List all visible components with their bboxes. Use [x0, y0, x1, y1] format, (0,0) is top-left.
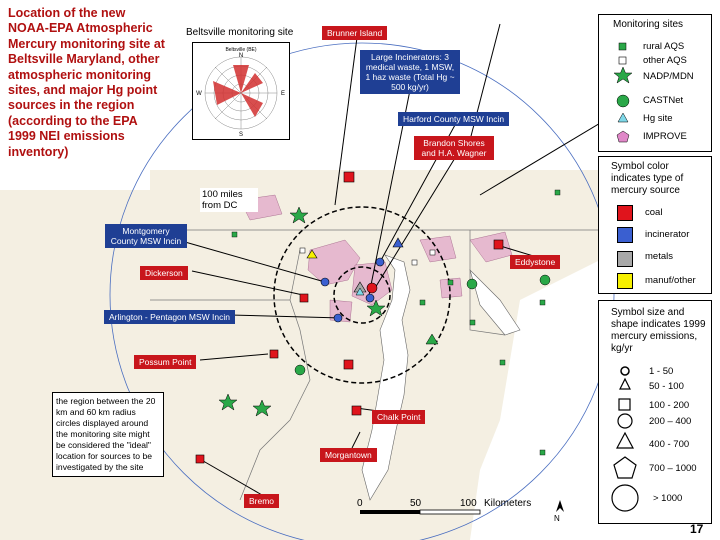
- ocean: [470, 260, 600, 540]
- legend-other-aqs: other AQS: [643, 55, 687, 66]
- improve-pentagon-icon: [616, 130, 630, 143]
- legend-size-400-700: 400 - 700: [649, 439, 690, 450]
- delaware-bay: [469, 268, 521, 336]
- legend-castnet: CASTNet: [643, 95, 684, 106]
- distance-label: 100 miles from DC: [200, 188, 258, 212]
- compass-s: S: [239, 132, 243, 138]
- radius-20km: [333, 266, 391, 324]
- legend-rural-aqs: rural AQS: [643, 41, 685, 52]
- urban-areas: [239, 194, 513, 323]
- legend-metals: metals: [645, 251, 673, 262]
- legend-size-700-1000: 700 – 1000: [649, 463, 697, 474]
- legend-coal: coal: [645, 207, 663, 218]
- label-chalk-point: Chalk Point: [372, 410, 426, 424]
- legend-incinerator: incinerator: [645, 229, 690, 240]
- state-borders: [150, 229, 600, 501]
- size-50-100-icon: [619, 377, 631, 390]
- compass-n: N: [239, 53, 243, 59]
- rose-caption: Beltsville (BE): [225, 47, 256, 53]
- scale-tick-100: 100: [460, 498, 477, 509]
- chesapeake-bay: [361, 254, 411, 501]
- legend-sites: Monitoring sites rural AQS other AQS NAD…: [598, 14, 712, 152]
- legend-size-1-50: 1 - 50: [649, 366, 674, 377]
- label-large-incinerators: Large Incinerators: 3 medical waste, 1 M…: [360, 50, 460, 94]
- rural-aqs-icon: [618, 42, 627, 51]
- metals-swatch-icon: [617, 251, 633, 267]
- castnet-circle-icon: [616, 94, 630, 108]
- legend-nadp: NADP/MDN: [643, 71, 694, 82]
- legend-sizes: Symbol size and shape indicates 1999 mer…: [598, 300, 712, 524]
- other-aqs-icon: [618, 56, 627, 65]
- legend-colors: Symbol color indicates type of mercury s…: [598, 156, 712, 294]
- compass-e: E: [281, 91, 285, 97]
- size-1000-icon: [611, 484, 639, 512]
- legend-size-200-400: 200 – 400: [649, 416, 692, 427]
- label-bremo: Bremo: [244, 494, 280, 508]
- beltsville-title: Beltsville monitoring site: [186, 27, 294, 38]
- legend-colors-title: Symbol color indicates type of mercury s…: [611, 161, 684, 196]
- size-200-400-icon: [617, 413, 633, 429]
- legend-sites-icons: [613, 42, 633, 143]
- incinerator-swatch-icon: [617, 227, 633, 243]
- page-number: 17: [690, 522, 704, 536]
- scale-tick-0: 0: [357, 498, 363, 509]
- size-1-50-icon: [620, 366, 630, 376]
- label-brunner-island: Brunner Island: [322, 26, 388, 40]
- legend-size-1000: > 1000: [653, 493, 683, 504]
- label-eddystone: Eddystone: [510, 255, 561, 269]
- label-dickerson: Dickerson: [140, 266, 188, 280]
- north-arrow-label: N: [554, 514, 560, 523]
- legend-manuf: manuf/other: [645, 275, 696, 286]
- wind-rose-graphic: Beltsville (BE) N E S W: [196, 47, 285, 138]
- size-400-700-icon: [616, 431, 634, 449]
- region-note: the region between the 20 km and 60 km r…: [52, 392, 164, 477]
- compass-w: W: [196, 91, 202, 97]
- label-brandon-shores: Brandon Shores and H.A. Wagner: [414, 136, 494, 160]
- coal-swatch-icon: [617, 205, 633, 221]
- scale-unit: Kilometers: [484, 498, 532, 509]
- size-100-200-icon: [618, 398, 631, 411]
- legend-sizes-icons: [611, 366, 639, 512]
- radius-100mi: [109, 42, 615, 540]
- label-possum-point: Possum Point: [134, 355, 197, 369]
- legend-sites-title: Monitoring sites: [613, 19, 684, 30]
- page-title: Location of the new NOAA-EPA Atmospheric…: [8, 6, 165, 159]
- label-morgantown: Morgantown: [320, 448, 377, 462]
- legend-improve: IMPROVE: [643, 131, 687, 142]
- label-harford: Harford County MSW Incin: [398, 112, 510, 126]
- label-arlington: Arlington - Pentagon MSW Incin: [104, 310, 235, 324]
- label-montgomery: Montgomery County MSW Incin: [105, 224, 187, 248]
- legend-hg-site: Hg site: [643, 113, 673, 124]
- wind-rose: Beltsville (BE) N E S W: [192, 42, 290, 140]
- legend-size-100-200: 100 - 200: [649, 400, 690, 411]
- scale-bar-graphic: [360, 500, 564, 515]
- hg-site-triangle-icon: [617, 112, 629, 123]
- legend-sizes-title: Symbol size and shape indicates 1999 mer…: [611, 307, 706, 354]
- scale-tick-50: 50: [410, 498, 422, 509]
- radius-60km: [273, 206, 451, 384]
- manuf-swatch-icon: [617, 273, 633, 289]
- size-700-1000-icon: [613, 456, 637, 479]
- nadp-star-icon: [613, 66, 633, 84]
- legend-size-50-100: 50 - 100: [649, 381, 684, 392]
